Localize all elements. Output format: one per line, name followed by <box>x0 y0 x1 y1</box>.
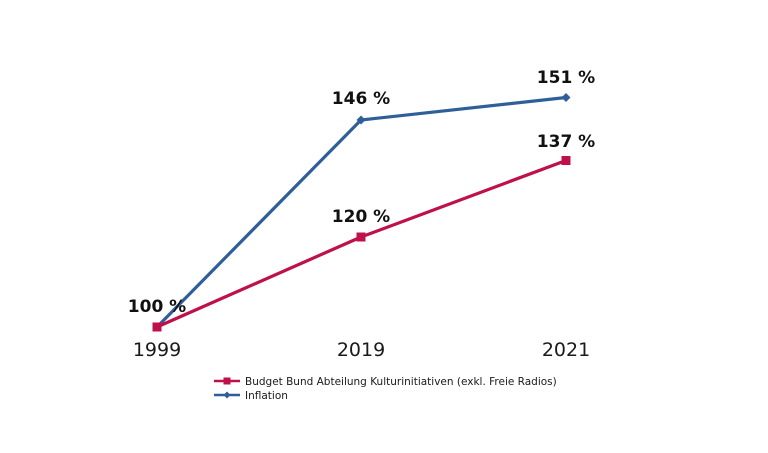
legend: Budget Bund Abteilung Kulturinitiativen … <box>214 376 557 402</box>
legend-budget-bund-abteilung-ku-text: Budget Bund Abteilung Kulturinitiativen … <box>245 376 557 388</box>
legend-budget-bund-abteilung-ku-swatch-marker <box>223 377 231 385</box>
series-budget-bund-abteilung-ku-label-2021: 137 % <box>537 132 595 152</box>
legend-inflation-swatch-marker <box>223 391 231 399</box>
series-budget-bund-abteilung-ku-point-2019 <box>356 232 366 242</box>
legend-budget-bund-abteilung-ku-entry: Budget Bund Abteilung Kulturinitiativen … <box>214 376 557 388</box>
x-tick-label-2021: 2021 <box>542 339 590 361</box>
series-inflation-point-2021 <box>561 93 571 102</box>
data-labels: 100 % 120 % 137 % 146 % 151 % <box>128 68 595 317</box>
series-layer <box>152 93 571 332</box>
x-axis: 1999 2019 2021 <box>133 339 590 361</box>
legend-inflation-text: Inflation <box>245 390 288 402</box>
series-budget-bund-abteilung-ku-point-2021 <box>561 156 571 165</box>
legend-inflation-entry: Inflation <box>214 390 288 402</box>
x-tick-label-1999: 1999 <box>133 339 181 361</box>
series-inflation-label-2021: 151 % <box>537 68 595 88</box>
series-budget-bund-abteilung-ku-line <box>156 159 567 329</box>
series-inflation-point-2019 <box>356 115 366 125</box>
series-budget-bund-abteilung-ku-label-1999: 100 % <box>128 297 186 317</box>
series-inflation-label-2019: 146 % <box>332 89 390 109</box>
x-tick-label-2019: 2019 <box>337 339 385 361</box>
series-budget-bund-abteilung-ku-label-2019: 120 % <box>332 207 390 227</box>
series-budget-bund-abteilung-ku-point-1999 <box>152 322 162 332</box>
